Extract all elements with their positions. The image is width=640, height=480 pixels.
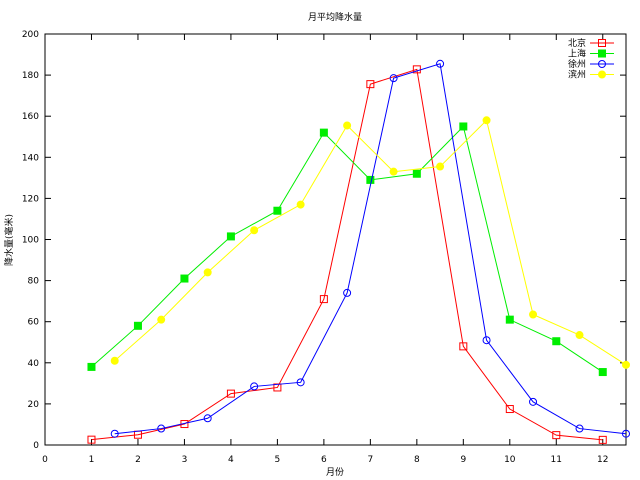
data-point: [412, 169, 421, 178]
data-point: [552, 337, 561, 346]
y-tick-label: 0: [33, 441, 39, 451]
x-tick-label: 1: [89, 455, 95, 465]
y-tick-label: 60: [28, 318, 40, 328]
data-point: [505, 405, 514, 414]
data-point: [203, 414, 212, 423]
legend-label: 滨州: [568, 69, 586, 81]
y-axis-title: 降水量(毫米): [3, 214, 15, 266]
legend-marker: [598, 60, 606, 68]
y-tick-label: 100: [22, 236, 39, 246]
x-tick-label: 11: [551, 455, 562, 465]
series-3: [110, 59, 630, 438]
data-point: [459, 342, 468, 351]
x-tick-label: 3: [182, 455, 188, 465]
legend-item: 北京: [568, 37, 614, 49]
data-point: [575, 424, 584, 433]
x-axis-title: 月份: [326, 466, 344, 478]
series-line: [91, 68, 603, 441]
data-point: [598, 368, 607, 377]
data-point: [482, 116, 491, 125]
data-point: [598, 435, 607, 444]
data-point: [343, 288, 352, 297]
data-point: [436, 59, 445, 68]
data-point: [366, 175, 375, 184]
data-point: [110, 429, 119, 438]
data-point: [133, 321, 142, 330]
series-4: [110, 116, 630, 369]
y-tick-label: 160: [22, 112, 39, 122]
data-point: [389, 74, 398, 83]
series-line: [91, 125, 604, 373]
data-point: [459, 122, 468, 131]
data-point: [250, 382, 259, 391]
legend-marker: [598, 49, 606, 58]
legend-marker: [598, 70, 606, 79]
axes-group: 0 1 2 3 4 5 6 7 8 9 10 11 12020406080100120140160180…: [22, 30, 627, 465]
legend-item: 上海: [568, 48, 614, 60]
plot-area: [87, 59, 630, 444]
data-point: [296, 200, 305, 209]
x-tick-label: 0: [42, 455, 48, 465]
x-tick-label: 7: [367, 455, 373, 465]
data-point: [319, 128, 328, 137]
x-tick-label: 10: [504, 455, 516, 465]
x-tick-label: 4: [228, 455, 234, 465]
data-point: [319, 295, 328, 304]
data-point: [273, 206, 282, 215]
data-point: [389, 167, 398, 176]
data-point: [250, 226, 259, 235]
data-point: [505, 315, 514, 324]
y-tick-label: 140: [22, 153, 39, 163]
data-point: [529, 397, 538, 406]
legend-label: 上海: [568, 48, 586, 60]
data-point: [552, 431, 561, 440]
data-point: [412, 65, 421, 74]
data-point: [203, 268, 212, 277]
data-point: [529, 310, 538, 319]
series-2: [87, 122, 607, 377]
legend-label: 北京: [568, 37, 586, 49]
x-tick-label: 12: [597, 455, 608, 465]
series-line: [114, 63, 627, 435]
y-tick-label: 80: [28, 277, 40, 287]
y-tick-label: 40: [28, 359, 40, 369]
y-tick-label: 120: [22, 194, 39, 204]
legend-label: 徐州: [568, 58, 586, 70]
legend-item: 滨州: [568, 69, 614, 81]
series-line: [114, 119, 627, 366]
data-point: [110, 356, 119, 365]
data-point: [180, 274, 189, 283]
data-point: [366, 80, 375, 89]
data-point: [575, 331, 584, 340]
x-tick-label: 5: [275, 455, 281, 465]
data-point: [87, 362, 96, 371]
data-point: [482, 336, 491, 345]
data-point: [226, 232, 235, 241]
y-tick-label: 180: [22, 71, 39, 81]
x-tick-label: 9: [460, 455, 466, 465]
data-point: [343, 121, 352, 130]
chart-title: 月平均降水量: [308, 11, 362, 23]
data-point: [157, 424, 166, 433]
data-point: [226, 389, 235, 398]
legend-item: 徐州: [568, 58, 614, 70]
data-point: [436, 162, 445, 171]
x-tick-label: 6: [321, 455, 327, 465]
data-point: [87, 435, 96, 444]
data-point: [157, 315, 166, 324]
data-point: [296, 378, 305, 387]
x-tick-label: 8: [414, 455, 420, 465]
y-tick-label: 20: [28, 400, 40, 410]
data-point: [622, 429, 630, 438]
y-tick-label: 200: [22, 30, 39, 40]
data-point: [622, 360, 630, 369]
legend-marker: [598, 39, 606, 47]
x-tick-label: 2: [135, 455, 141, 465]
